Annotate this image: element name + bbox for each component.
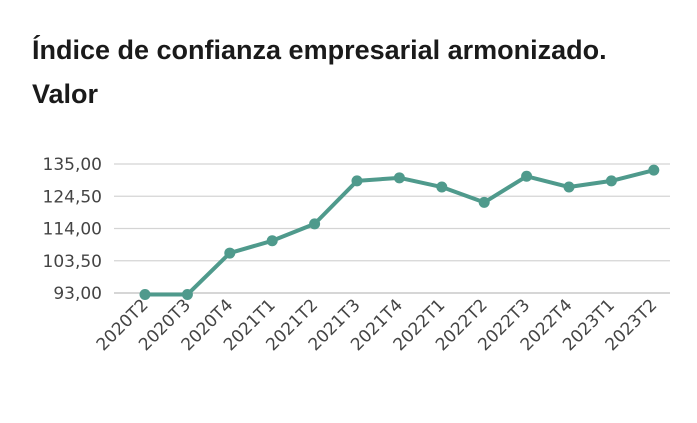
data-point[interactable]	[351, 175, 363, 187]
data-point[interactable]	[605, 175, 617, 187]
x-axis-tick-labels: 2020T22020T32020T42021T12021T22021T32021…	[93, 295, 662, 355]
series-line	[143, 168, 656, 297]
y-tick-label: 114,00	[43, 220, 102, 240]
y-tick-label: 135,00	[43, 155, 102, 175]
data-point[interactable]	[563, 181, 575, 193]
y-tick-label: 103,50	[43, 252, 102, 272]
data-point[interactable]	[478, 196, 490, 208]
data-point[interactable]	[309, 218, 321, 230]
data-point[interactable]	[181, 289, 193, 301]
y-tick-label: 93,00	[53, 284, 102, 304]
data-point[interactable]	[224, 247, 236, 259]
data-point[interactable]	[266, 235, 278, 247]
data-point[interactable]	[521, 170, 533, 182]
y-tick-label: 124,50	[43, 187, 102, 207]
data-point[interactable]	[648, 164, 660, 176]
chart-title: Índice de confianza empresarial armoniza…	[32, 35, 607, 109]
data-point[interactable]	[436, 181, 448, 193]
data-series	[139, 164, 660, 301]
y-axis-tick-labels: 135,00 124,50 114,00 103,50 93,00	[43, 155, 102, 304]
data-point[interactable]	[139, 289, 151, 301]
grid-lines	[114, 163, 670, 294]
data-point[interactable]	[393, 172, 405, 184]
